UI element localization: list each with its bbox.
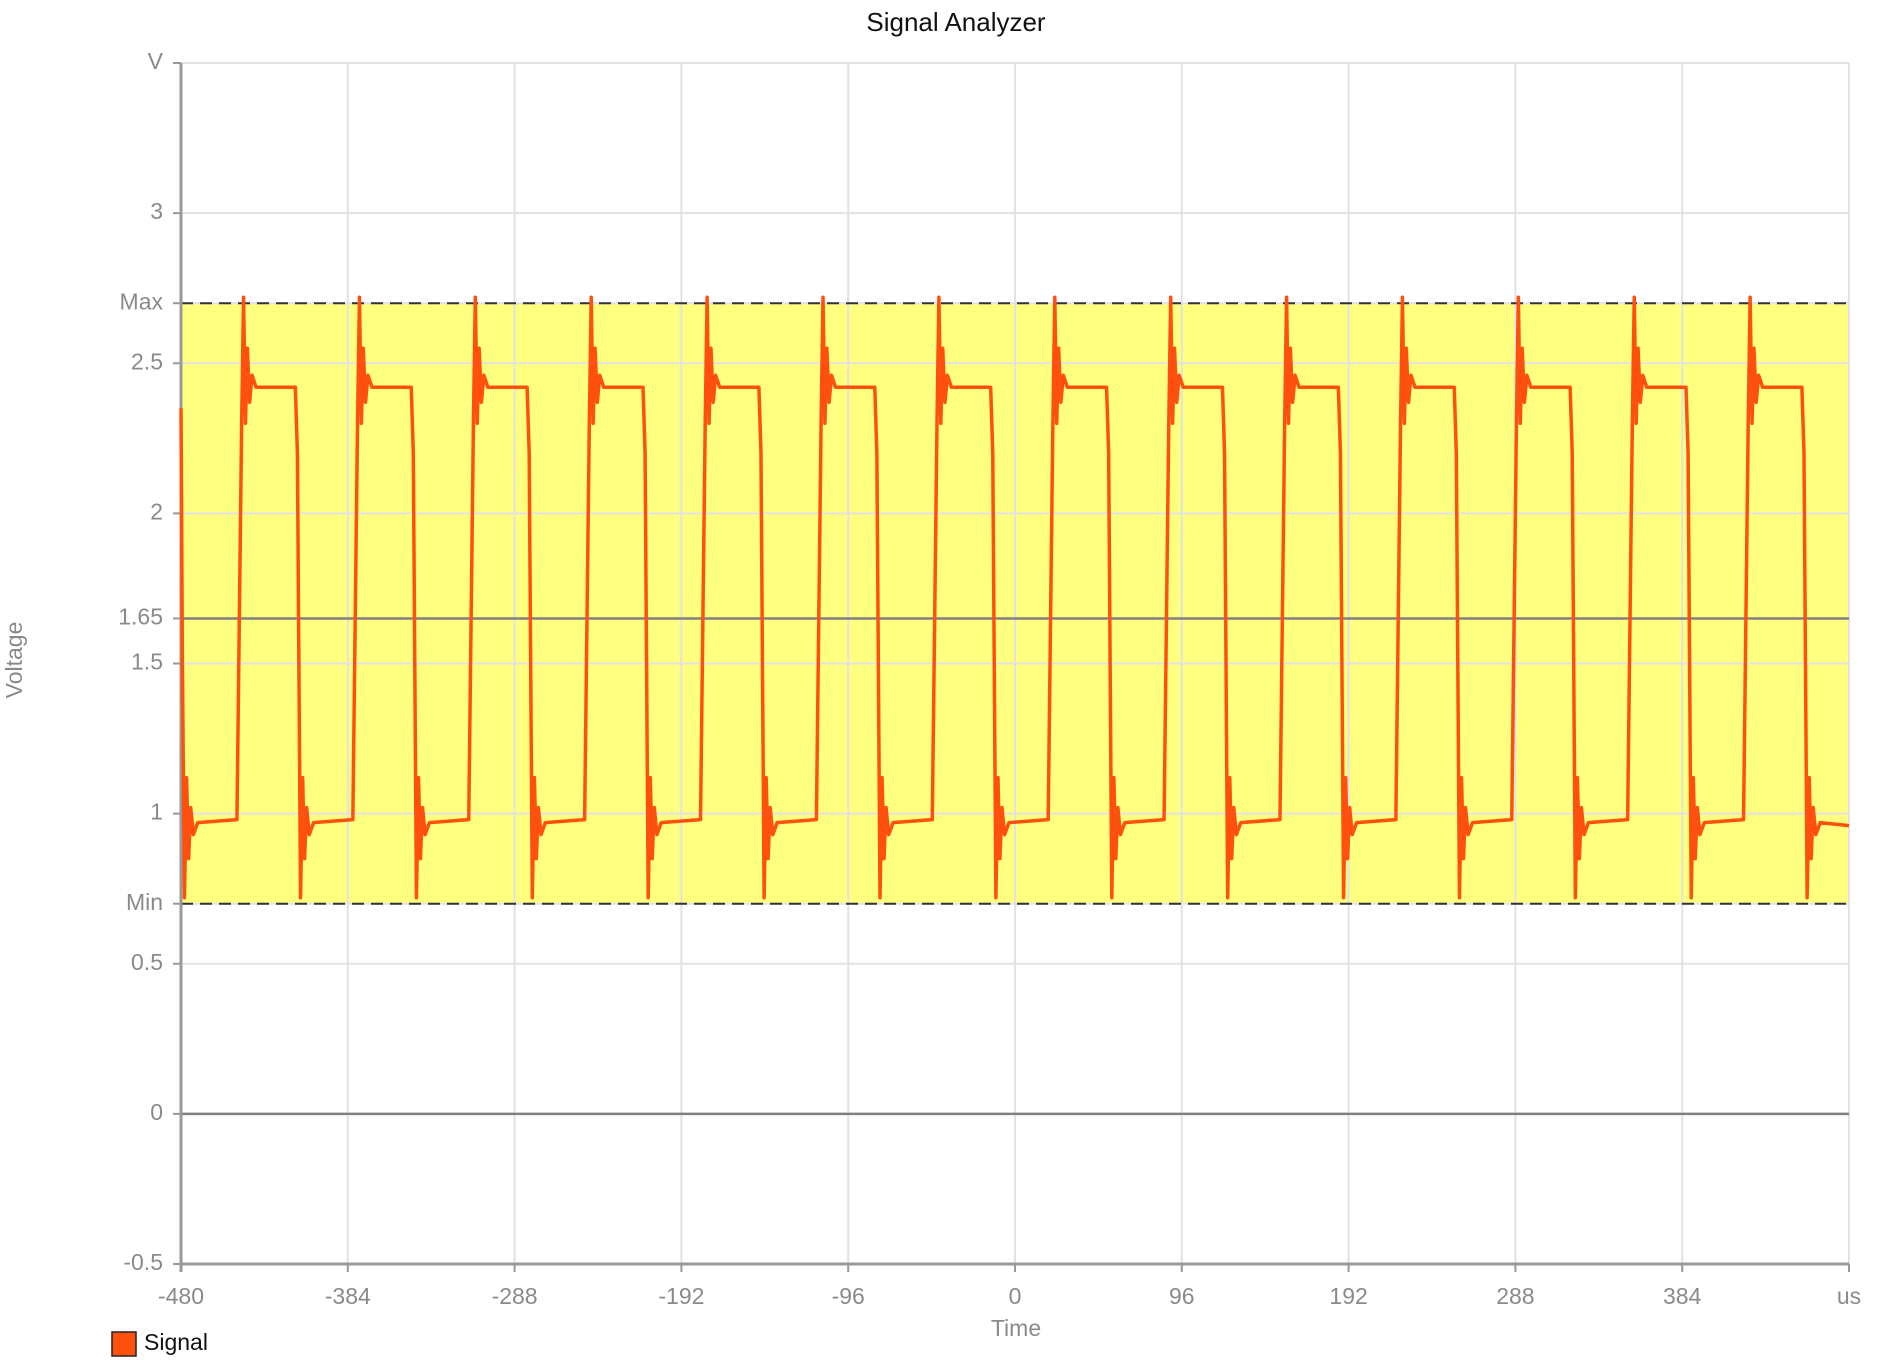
x-tick-label: 192 xyxy=(1329,1283,1367,1309)
chart-title: Signal Analyzer xyxy=(866,7,1046,37)
x-tick-label: -192 xyxy=(658,1283,704,1309)
x-tick-label: -288 xyxy=(492,1283,538,1309)
y-tick-label: V xyxy=(148,48,164,74)
x-tick-label: -96 xyxy=(832,1283,865,1309)
x-tick-label: -384 xyxy=(325,1283,371,1309)
y-tick-label: 2 xyxy=(150,498,163,524)
x-tick-label: -480 xyxy=(158,1283,204,1309)
x-tick-label: 288 xyxy=(1496,1283,1534,1309)
y-tick-label: 0 xyxy=(150,1099,163,1125)
y-tick-label: 0.5 xyxy=(131,949,163,975)
x-axis-title: Time xyxy=(991,1315,1041,1341)
y-tick-label: 1 xyxy=(150,799,163,825)
y-tick-label: -0.5 xyxy=(123,1249,163,1275)
y-tick-label: 3 xyxy=(150,198,163,224)
y-axis-title: Voltage xyxy=(1,622,27,699)
y-tick-label: 2.5 xyxy=(131,348,163,374)
signal-line xyxy=(179,295,1850,900)
y-tick-label: 1.65 xyxy=(118,604,163,630)
legend-swatch xyxy=(111,1331,137,1357)
legend-label: Signal xyxy=(144,1329,208,1355)
x-tick-label: 384 xyxy=(1663,1283,1702,1309)
x-tick-label: us xyxy=(1837,1283,1861,1309)
x-tick-label: 96 xyxy=(1169,1283,1195,1309)
y-tick-label: Min xyxy=(126,889,163,915)
y-tick-label: 1.5 xyxy=(131,649,163,675)
y-tick-label: Max xyxy=(120,288,164,314)
x-tick-label: 0 xyxy=(1009,1283,1022,1309)
